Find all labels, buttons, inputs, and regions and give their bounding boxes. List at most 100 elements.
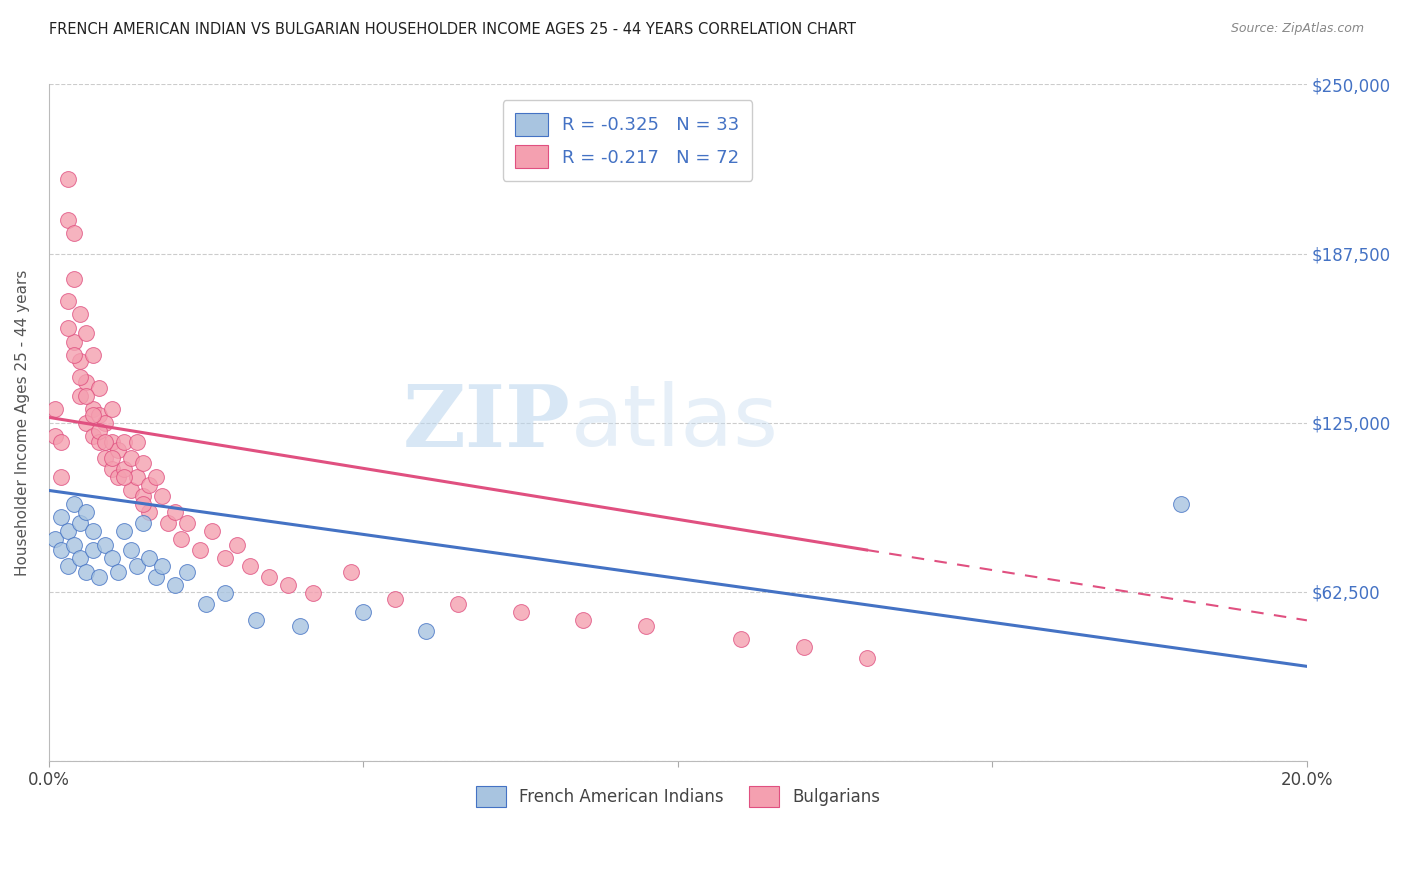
Text: atlas: atlas <box>571 381 779 464</box>
Point <box>69 353 91 368</box>
Point <box>132 489 155 503</box>
Point <box>82 429 104 443</box>
Point <box>572 613 595 627</box>
Point <box>125 434 148 449</box>
Point <box>51 510 73 524</box>
Point <box>188 543 211 558</box>
Point <box>195 597 218 611</box>
Point <box>87 570 110 584</box>
Point <box>87 408 110 422</box>
Point <box>100 450 122 465</box>
Point <box>138 551 160 566</box>
Point <box>176 565 198 579</box>
Point <box>44 532 66 546</box>
Point <box>76 389 98 403</box>
Point <box>82 408 104 422</box>
Point <box>339 565 361 579</box>
Point <box>56 524 79 538</box>
Point <box>138 505 160 519</box>
Point <box>446 597 468 611</box>
Point <box>63 227 86 241</box>
Point <box>245 613 267 627</box>
Point <box>509 605 531 619</box>
Point <box>100 551 122 566</box>
Point <box>51 434 73 449</box>
Point <box>94 416 117 430</box>
Point <box>352 605 374 619</box>
Point <box>51 470 73 484</box>
Point <box>176 516 198 530</box>
Y-axis label: Householder Income Ages 25 - 44 years: Householder Income Ages 25 - 44 years <box>15 269 30 576</box>
Point <box>87 434 110 449</box>
Point <box>214 551 236 566</box>
Text: Source: ZipAtlas.com: Source: ZipAtlas.com <box>1230 22 1364 36</box>
Point <box>56 293 79 308</box>
Point <box>69 551 91 566</box>
Point <box>636 619 658 633</box>
Point <box>87 380 110 394</box>
Point <box>112 524 135 538</box>
Point <box>112 470 135 484</box>
Point <box>69 369 91 384</box>
Point <box>100 402 122 417</box>
Point <box>56 321 79 335</box>
Point <box>214 586 236 600</box>
Point <box>107 470 129 484</box>
Point <box>82 524 104 538</box>
Point <box>76 505 98 519</box>
Point <box>132 456 155 470</box>
Point <box>76 565 98 579</box>
Point <box>415 624 437 639</box>
Point <box>63 537 86 551</box>
Point <box>87 424 110 438</box>
Point <box>145 470 167 484</box>
Point <box>112 434 135 449</box>
Point <box>120 543 142 558</box>
Text: ZIP: ZIP <box>404 381 571 465</box>
Point <box>56 212 79 227</box>
Point <box>100 462 122 476</box>
Point <box>56 559 79 574</box>
Point <box>76 375 98 389</box>
Point <box>82 543 104 558</box>
Point <box>163 578 186 592</box>
Point <box>132 516 155 530</box>
Point <box>107 565 129 579</box>
Point <box>76 326 98 341</box>
Point <box>94 434 117 449</box>
Point <box>63 272 86 286</box>
Point <box>112 462 135 476</box>
Point <box>201 524 224 538</box>
Text: FRENCH AMERICAN INDIAN VS BULGARIAN HOUSEHOLDER INCOME AGES 25 - 44 YEARS CORREL: FRENCH AMERICAN INDIAN VS BULGARIAN HOUS… <box>49 22 856 37</box>
Point <box>82 348 104 362</box>
Point <box>170 532 193 546</box>
Point <box>855 651 877 665</box>
Point <box>302 586 325 600</box>
Point <box>63 348 86 362</box>
Point <box>63 497 86 511</box>
Point <box>56 172 79 186</box>
Point <box>1170 497 1192 511</box>
Point <box>157 516 180 530</box>
Point <box>44 402 66 417</box>
Point <box>107 442 129 457</box>
Point <box>63 334 86 349</box>
Point <box>730 632 752 647</box>
Point <box>257 570 280 584</box>
Point <box>69 516 91 530</box>
Point <box>69 389 91 403</box>
Point <box>100 434 122 449</box>
Point <box>290 619 312 633</box>
Point <box>239 559 262 574</box>
Point <box>94 537 117 551</box>
Point <box>82 402 104 417</box>
Point <box>150 559 173 574</box>
Point <box>125 470 148 484</box>
Point <box>150 489 173 503</box>
Point <box>132 497 155 511</box>
Point <box>793 640 815 655</box>
Point <box>145 570 167 584</box>
Point <box>125 559 148 574</box>
Point <box>138 478 160 492</box>
Point <box>120 483 142 498</box>
